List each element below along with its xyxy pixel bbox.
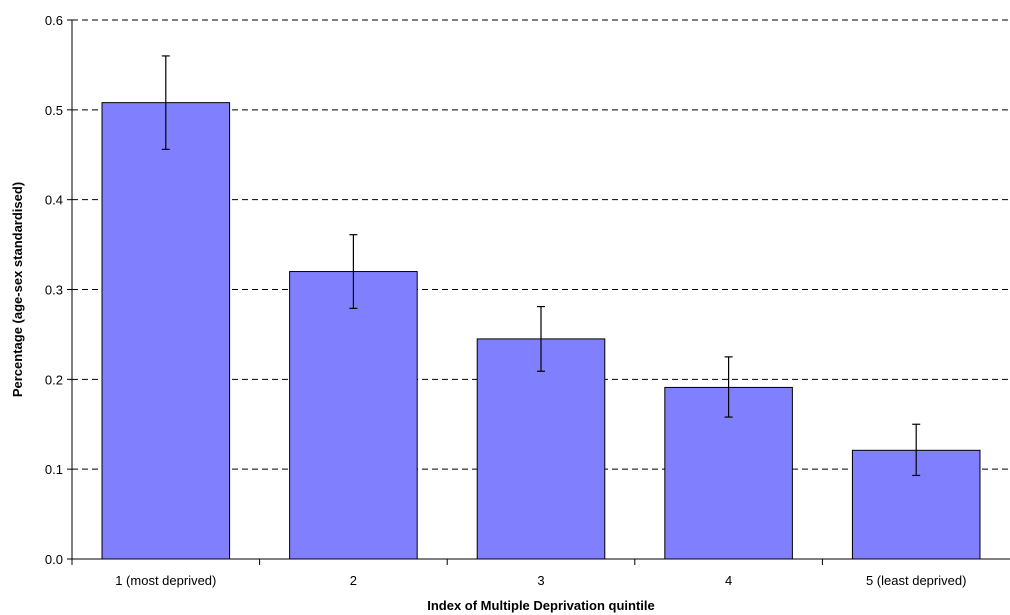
- y-tick-label: 0.2: [45, 372, 63, 387]
- x-tick-labels: 1 (most deprived) 2 3 4 5 (least deprived): [72, 559, 966, 588]
- y-tick-labels: 0.0 0.1 0.2 0.3 0.4 0.5 0.6: [45, 13, 63, 567]
- y-tick-label: 0.6: [45, 13, 63, 28]
- x-tick-label: 1 (most deprived): [115, 573, 216, 588]
- bar: [477, 339, 605, 559]
- bar: [290, 272, 418, 559]
- x-tick-label: 5 (least deprived): [866, 573, 966, 588]
- y-tick-label: 0.1: [45, 462, 63, 477]
- y-tick-label: 0.5: [45, 103, 63, 118]
- y-axis-title: Percentage (age-sex standardised): [10, 182, 25, 397]
- x-tick-label: 2: [350, 573, 357, 588]
- y-tick-label: 0.3: [45, 283, 63, 298]
- y-tick-label: 0.0: [45, 552, 63, 567]
- x-tick-label: 3: [537, 573, 544, 588]
- x-tick-label: 4: [725, 573, 732, 588]
- y-tick-label: 0.4: [45, 193, 63, 208]
- bar: [102, 103, 230, 559]
- x-axis-title: Index of Multiple Deprivation quintile: [427, 598, 655, 613]
